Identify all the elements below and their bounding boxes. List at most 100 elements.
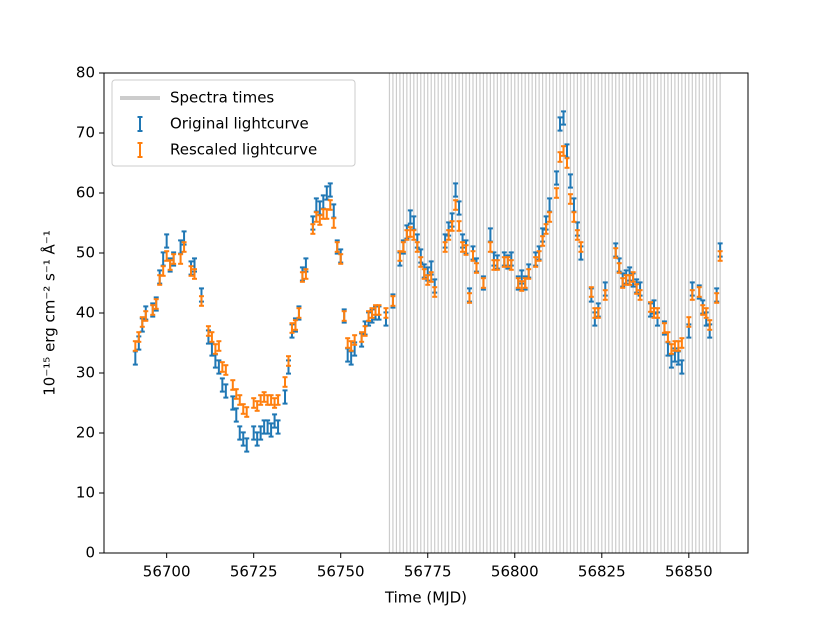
error-bar [717,250,723,262]
error-bar [275,419,281,435]
error-bar [453,199,459,211]
error-bar [613,247,619,259]
legend-label: Spectra times [170,89,274,107]
error-bar [505,256,511,268]
error-bar [167,259,173,271]
error-bar [480,277,486,289]
error-bar [425,274,431,286]
error-bar [348,350,354,366]
error-bar [261,391,267,403]
y-tick-label: 20 [76,424,95,442]
error-bar [136,331,142,343]
error-bar [275,394,281,406]
error-bar [219,361,225,373]
legend-swatch [137,142,143,158]
error-bar [345,337,351,349]
error-bar [536,250,542,262]
x-tick-label: 56800 [491,563,539,581]
error-bar [150,304,156,316]
error-bar [282,389,288,405]
error-bar [689,289,695,301]
error-bar [359,331,365,343]
y-tick-label: 70 [76,124,95,142]
y-tick-label: 0 [85,544,95,562]
error-bar [630,271,636,283]
error-bar [327,182,333,198]
error-bar [265,419,271,435]
error-bar [602,289,608,301]
error-bar [282,376,288,388]
error-bar [533,256,539,268]
error-bar [216,340,222,352]
error-bar [240,403,246,415]
error-bar [540,235,546,247]
error-bar [366,310,372,322]
error-bar [679,337,685,349]
legend-label: Original lightcurve [170,115,309,133]
error-bar [571,197,577,213]
error-bar [554,187,560,199]
error-bar [700,304,706,316]
error-bar [654,307,660,319]
error-bar [272,413,278,429]
error-bar [153,298,159,310]
y-axis-label: 10⁻¹⁵ erg cm⁻² s⁻¹ Å⁻¹ [40,230,59,395]
error-bar [341,310,347,322]
error-bar [428,271,434,283]
error-bar [334,241,340,253]
error-bar [508,259,514,271]
error-bar [571,211,577,223]
error-bar [707,319,713,331]
error-bar [331,203,337,219]
error-bar [467,292,473,304]
error-bar [470,250,476,262]
error-bar [188,265,194,277]
error-bar [390,295,396,307]
error-bar [324,185,330,201]
error-bar [463,244,469,256]
error-bar [143,310,149,322]
error-bar [258,394,264,406]
y-tick-label: 50 [76,244,95,262]
x-tick-label: 56825 [578,563,626,581]
error-bar [494,259,500,271]
error-bar [616,262,622,274]
error-bar [547,211,553,223]
error-bar [310,223,316,235]
error-bar [554,170,560,186]
error-bar [285,355,291,367]
error-bar [181,241,187,253]
error-bar [299,271,305,283]
error-bar [414,241,420,253]
error-bar [637,289,643,301]
error-bar [407,209,413,225]
legend-box [111,79,356,167]
error-bar [198,295,204,307]
y-tick-label: 40 [76,304,95,322]
error-bar [348,340,354,352]
error-bar [418,256,424,268]
error-bar [703,307,709,319]
error-bar [233,388,239,400]
x-tick-label: 56725 [230,563,278,581]
error-bar [244,437,250,453]
error-bar [668,343,674,355]
error-bar [219,377,225,393]
error-bar [212,343,218,355]
x-tick-label: 56700 [143,563,191,581]
error-bar [223,383,229,399]
error-bar [272,397,278,409]
error-bar [362,325,368,337]
error-bar [313,211,319,223]
error-bar [251,425,257,441]
error-bar [244,406,250,418]
legend-swatch [137,116,143,132]
error-bar [557,151,563,163]
error-bar [595,307,601,319]
error-bar [223,364,229,376]
error-bar [574,229,580,241]
error-bar [567,193,573,205]
error-bar [407,226,413,238]
error-bar [634,283,640,295]
error-bar [547,197,553,213]
